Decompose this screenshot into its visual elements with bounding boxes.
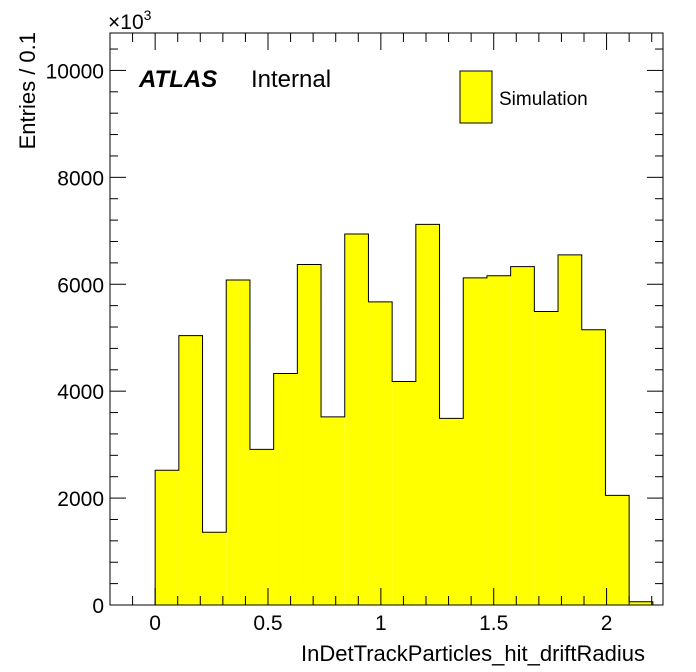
y-multiplier: ×103 [108, 7, 152, 34]
histogram-bar [155, 470, 179, 605]
histogram-bars [154, 223, 654, 605]
x-tick-label: 2 [601, 612, 613, 635]
histogram-outline [154, 223, 654, 605]
y-axis-title: Entries / 0.1 [15, 32, 40, 149]
histogram-bar [415, 224, 440, 605]
histogram-bar [368, 301, 393, 605]
histogram-bar [605, 495, 630, 605]
legend-entry-simulation: Simulation [499, 89, 588, 110]
axis-ticks [109, 33, 663, 606]
histogram-bar [510, 266, 535, 605]
internal-label: Internal [251, 66, 331, 93]
x-tick-label: 1.5 [479, 612, 508, 635]
x-tick-label: 0 [149, 612, 161, 635]
y-tick-label: 4000 [57, 381, 104, 404]
y-tick-label: 8000 [57, 167, 104, 190]
histogram-bar [297, 264, 322, 605]
y-multiplier-exponent: 3 [144, 7, 152, 23]
histogram-bar [534, 311, 559, 605]
histogram-bar [392, 381, 416, 605]
histogram-bar [202, 532, 227, 605]
y-tick-labels: 0 2000 4000 6000 8000 10000 [46, 60, 104, 618]
histogram-bar [249, 449, 274, 605]
histogram-bar [344, 234, 369, 605]
histogram-bar [226, 279, 250, 605]
y-tick-label: 10000 [46, 60, 104, 83]
atlas-label: ATLAS [138, 66, 217, 93]
histogram-bar [463, 277, 487, 605]
histogram-bar [629, 601, 653, 605]
histogram-bar [321, 416, 345, 605]
legend-swatch [459, 70, 493, 124]
x-tick-label: 1 [375, 612, 387, 635]
x-tick-label: 0.5 [253, 612, 282, 635]
x-tick-labels: 0 0.5 1 1.5 2 [149, 612, 612, 635]
y-tick-label: 2000 [57, 488, 104, 511]
y-tick-label: 6000 [57, 274, 104, 297]
plot-frame [109, 32, 664, 606]
histogram-bar [178, 335, 203, 605]
histogram-bar [439, 418, 464, 605]
x-axis-title: InDetTrackParticles_hit_driftRadius [301, 641, 645, 666]
histogram-bar [486, 275, 511, 605]
histogram-bar [581, 329, 606, 605]
histogram-bar [273, 373, 298, 605]
y-tick-label: 0 [92, 595, 104, 618]
histogram-bar [558, 254, 582, 605]
y-multiplier-base: ×10 [108, 11, 144, 34]
